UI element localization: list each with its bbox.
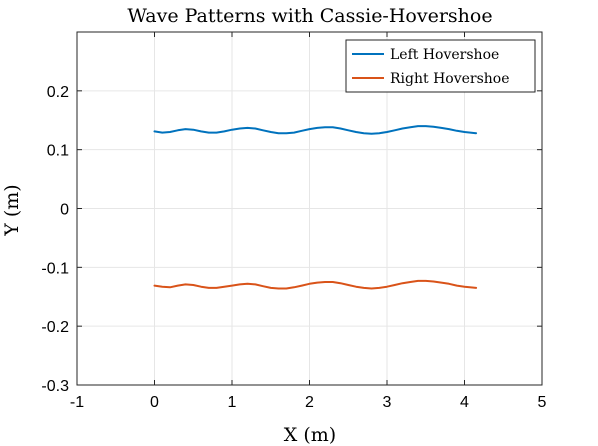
y-axis-label: Y (m) <box>1 184 23 236</box>
x-tick-label: 2 <box>305 394 314 411</box>
ticks: -1 0 1 2 3 4 5 -0.3 -0.2 -0.1 0 0.1 0.2 <box>41 32 547 411</box>
legend-entry: Left Hovershoe <box>390 47 499 63</box>
legend-box <box>345 39 536 93</box>
series-layer <box>153 125 478 290</box>
x-tick-label: 1 <box>228 394 237 411</box>
chart-title: Wave Patterns with Cassie-Hovershoe <box>127 5 492 27</box>
y-tick-label: -0.2 <box>41 319 69 336</box>
x-tick-label: 5 <box>538 394 547 411</box>
legend: Left Hovershoe Right Hovershoe <box>345 39 536 93</box>
y-tick-label: -0.1 <box>41 260 69 277</box>
y-tick-label: 0.1 <box>47 143 69 160</box>
x-axis-label: X (m) <box>284 424 336 446</box>
x-tick-label: 3 <box>383 394 392 411</box>
x-tick-label: 4 <box>460 394 469 411</box>
x-tick-label: -1 <box>70 394 84 411</box>
y-tick-label: -0.3 <box>41 378 69 395</box>
y-tick-label: 0 <box>60 202 69 219</box>
x-tick-label: 0 <box>150 394 159 411</box>
series-line-2 <box>153 279 478 290</box>
y-tick-label: 0.2 <box>47 84 69 101</box>
series-line-1 <box>153 125 478 135</box>
legend-entry: Right Hovershoe <box>390 71 510 87</box>
